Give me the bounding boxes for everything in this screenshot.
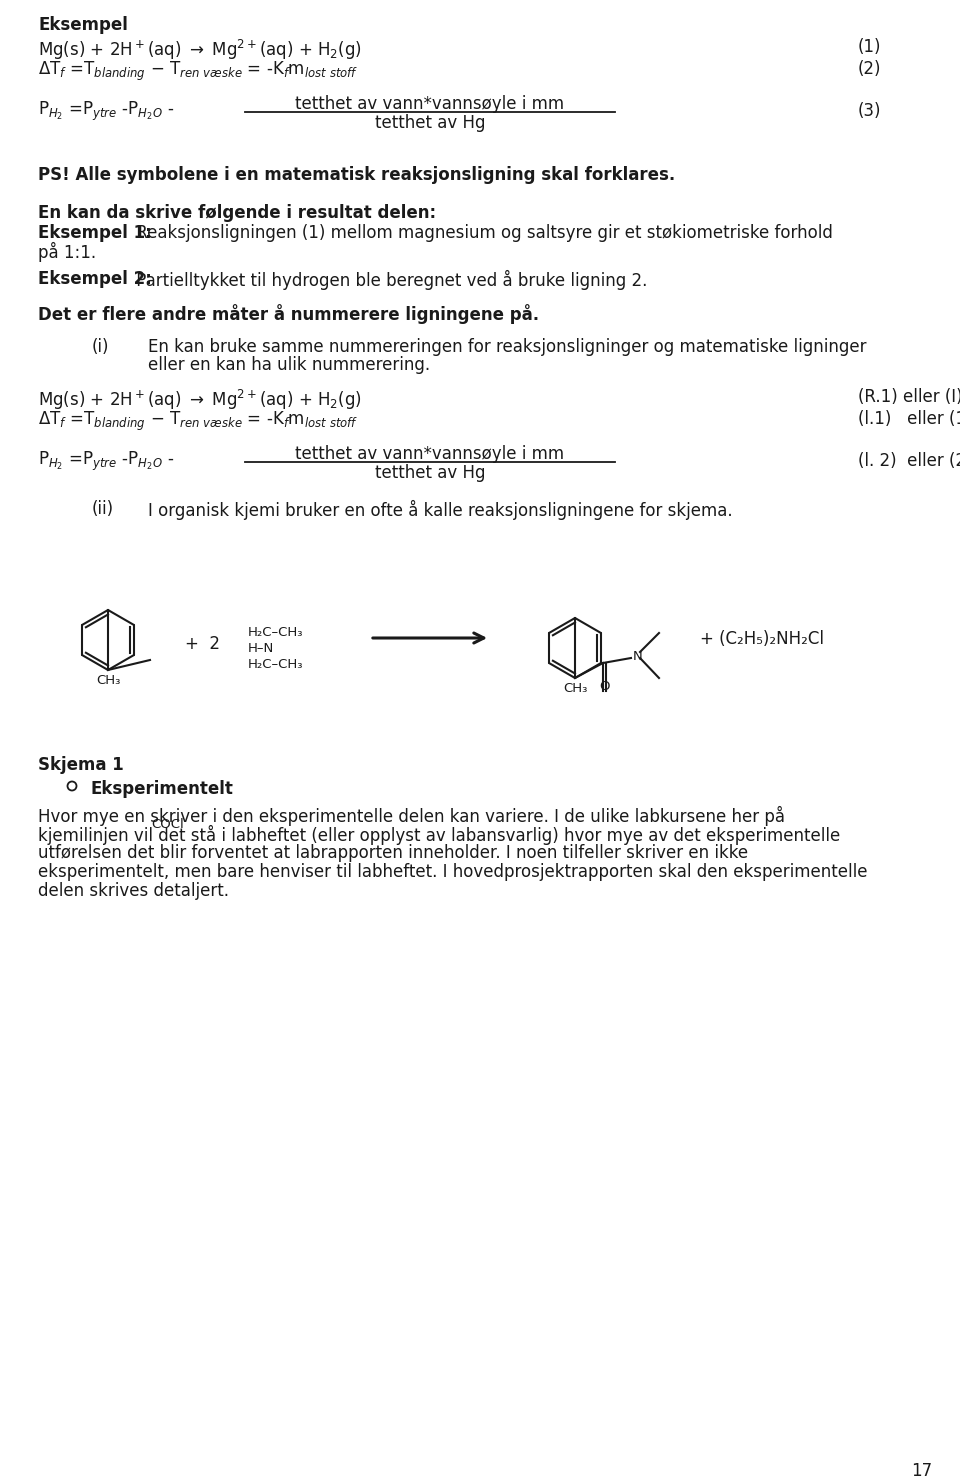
Text: CH₃: CH₃ [563,682,588,695]
Text: CH₃: CH₃ [96,674,120,688]
Text: på 1:1.: på 1:1. [38,242,96,262]
Text: 17: 17 [911,1463,932,1481]
Text: (l.1)   eller (1): (l.1) eller (1) [858,411,960,428]
Text: P$_{H_2}$ =P$_{ytre}$ -P$_{H_2O}$ -: P$_{H_2}$ =P$_{ytre}$ -P$_{H_2O}$ - [38,451,174,473]
Text: $\Delta$T$_f$ =T$_{blanding}$ $-$ T$_{ren\ v\ae ske}$ = -K$_f$m$_{lost\ stoff}$: $\Delta$T$_f$ =T$_{blanding}$ $-$ T$_{re… [38,411,358,433]
Text: delen skrives detaljert.: delen skrives detaljert. [38,882,229,900]
Text: En kan da skrive følgende i resultat delen:: En kan da skrive følgende i resultat del… [38,205,436,222]
Text: (3): (3) [858,102,881,120]
Text: (2): (2) [858,59,881,79]
Text: tetthet av Hg: tetthet av Hg [374,464,485,482]
Text: Eksempel: Eksempel [38,16,128,34]
Text: H–N: H–N [248,642,275,655]
Text: tetthet av vann*vannsøyle i mm: tetthet av vann*vannsøyle i mm [296,95,564,113]
Text: Eksempel 1:: Eksempel 1: [38,224,152,242]
Text: Partielltykket til hydrogen ble beregnet ved å bruke ligning 2.: Partielltykket til hydrogen ble beregnet… [131,270,647,290]
Text: (1): (1) [858,39,881,56]
Text: eller en kan ha ulik nummerering.: eller en kan ha ulik nummerering. [148,356,430,373]
Text: Eksperimentelt: Eksperimentelt [90,780,233,797]
Text: eksperimentelt, men bare henviser til labheftet. I hovedprosjektrapporten skal d: eksperimentelt, men bare henviser til la… [38,863,868,880]
Text: (ii): (ii) [92,499,114,519]
Text: kjemilinjen vil det stå i labheftet (eller opplyst av labansvarlig) hvor mye av : kjemilinjen vil det stå i labheftet (ell… [38,825,840,845]
Text: H₂C–CH₃: H₂C–CH₃ [248,625,303,639]
Text: (i): (i) [92,338,109,356]
Text: I organisk kjemi bruker en ofte å kalle reaksjonsligningene for skjema.: I organisk kjemi bruker en ofte å kalle … [148,499,732,520]
Text: Mg(s) + 2H$^+$(aq) $\rightarrow$ Mg$^{2+}$(aq) + H$_2$(g): Mg(s) + 2H$^+$(aq) $\rightarrow$ Mg$^{2+… [38,39,362,62]
Text: Eksempel 2:: Eksempel 2: [38,270,152,288]
Text: + (C₂H₅)₂NH₂Cl: + (C₂H₅)₂NH₂Cl [700,630,824,648]
Text: Reaksjonsligningen (1) mellom magnesium og saltsyre gir et støkiometriske forhol: Reaksjonsligningen (1) mellom magnesium … [131,224,833,242]
Text: tetthet av Hg: tetthet av Hg [374,114,485,132]
Text: (R.1) eller (I): (R.1) eller (I) [858,388,960,406]
Text: H₂C–CH₃: H₂C–CH₃ [248,658,303,671]
Text: tetthet av vann*vannsøyle i mm: tetthet av vann*vannsøyle i mm [296,445,564,462]
Text: En kan bruke samme nummereringen for reaksjonsligninger og matematiske ligninger: En kan bruke samme nummereringen for rea… [148,338,867,356]
Text: $\Delta$T$_f$ =T$_{blanding}$ $-$ T$_{ren\ v\ae ske}$ = -K$_f$m$_{lost\ stoff}$: $\Delta$T$_f$ =T$_{blanding}$ $-$ T$_{re… [38,59,358,83]
Text: N: N [633,649,643,662]
Text: PS! Alle symbolene i en matematisk reaksjonsligning skal forklares.: PS! Alle symbolene i en matematisk reaks… [38,166,675,184]
Text: utførelsen det blir forventet at labrapporten inneholder. I noen tilfeller skriv: utførelsen det blir forventet at labrapp… [38,845,748,863]
Text: COCl: COCl [151,818,183,831]
Text: O: O [599,680,610,694]
Text: +  2: + 2 [185,634,220,654]
Text: Mg(s) + 2H$^+$(aq) $\rightarrow$ Mg$^{2+}$(aq) + H$_2$(g): Mg(s) + 2H$^+$(aq) $\rightarrow$ Mg$^{2+… [38,388,362,412]
Text: Det er flere andre måter å nummerere ligningene på.: Det er flere andre måter å nummerere lig… [38,304,540,325]
Text: Skjema 1: Skjema 1 [38,756,124,774]
Text: (l. 2)  eller (2): (l. 2) eller (2) [858,452,960,470]
Text: Hvor mye en skriver i den eksperimentelle delen kan variere. I de ulike labkurse: Hvor mye en skriver i den eksperimentell… [38,806,785,825]
Text: P$_{H_2}$ =P$_{ytre}$ -P$_{H_2O}$ -: P$_{H_2}$ =P$_{ytre}$ -P$_{H_2O}$ - [38,99,174,123]
